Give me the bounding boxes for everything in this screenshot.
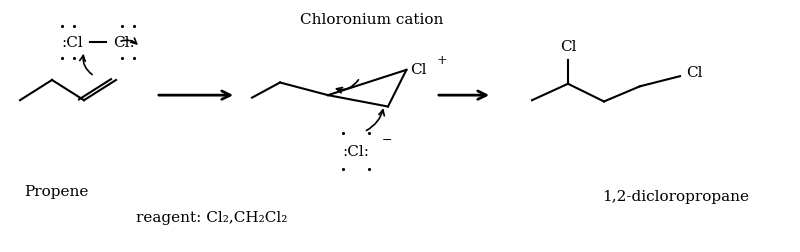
Text: :Cl:: :Cl:: [342, 144, 370, 158]
Text: Cl: Cl: [686, 66, 703, 80]
Text: 1,2-dicloropropane: 1,2-dicloropropane: [602, 190, 750, 204]
Text: Cl: Cl: [560, 40, 576, 54]
Text: Chloronium cation: Chloronium cation: [300, 13, 444, 27]
Text: reagent: Cl₂,CH₂Cl₂: reagent: Cl₂,CH₂Cl₂: [136, 210, 288, 224]
Text: Cl:: Cl:: [113, 36, 135, 50]
Text: −: −: [382, 133, 392, 146]
Text: Cl: Cl: [410, 62, 427, 76]
Text: :Cl: :Cl: [61, 36, 83, 50]
Text: Propene: Propene: [24, 184, 88, 199]
Text: +: +: [437, 54, 447, 67]
